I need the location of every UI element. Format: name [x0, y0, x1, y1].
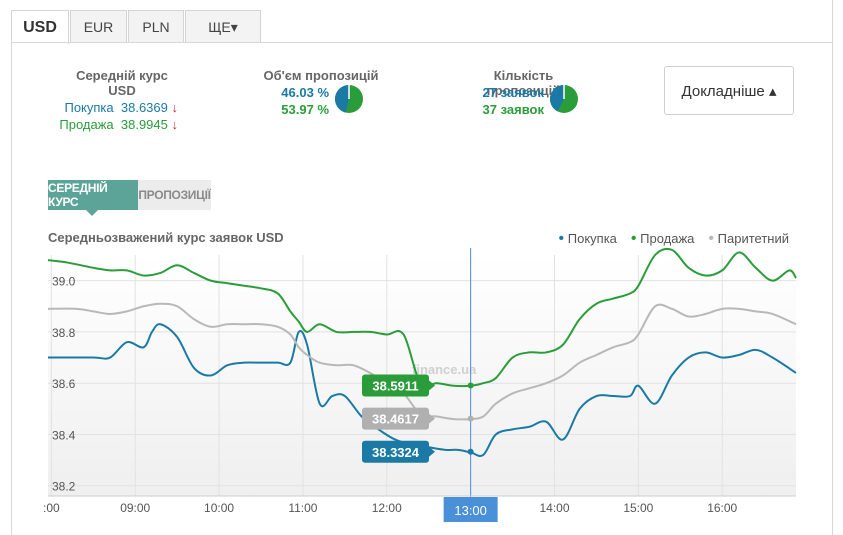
avg-buy-label: Покупка — [64, 100, 114, 115]
avg-sell-value: 38.9945 — [120, 117, 168, 132]
volume-values: 46.03 % 53.97 % — [277, 85, 329, 117]
tab-usd[interactable]: USD — [11, 10, 69, 44]
avg-rate-block: Середній курс USD Покупка 38.6369 ↓ Прод… — [58, 68, 178, 132]
tooltip-value: 38.3324 — [372, 445, 420, 460]
legend-parity[interactable]: • Паритетний — [708, 230, 789, 247]
volume-block: Об'єм пропозицій 46.03 % 53.97 % — [262, 68, 380, 117]
buy-tooltip: 38.3324 — [362, 440, 435, 463]
avg-buy-value: 38.6369 — [120, 100, 168, 115]
legend-parity-label: Паритетний — [717, 231, 789, 246]
count-block: Кількість пропозицій 27 заявок 37 заявок — [456, 68, 591, 117]
down-arrow-icon: ↓ — [171, 100, 179, 115]
watermark-text: finance.ua — [412, 362, 477, 377]
tooltip-box — [362, 407, 429, 430]
volume-pie-icon — [335, 85, 363, 113]
y-tick-label: 38.6 — [52, 377, 76, 391]
tab-pln[interactable]: PLN — [128, 10, 184, 43]
avg-sell-row: Продажа 38.9945 ↓ — [58, 117, 178, 132]
count-pie-icon — [550, 85, 578, 113]
tooltip-box — [362, 374, 429, 397]
legend-buy[interactable]: • Покупка — [558, 230, 617, 247]
x-tick-label: 10:00 — [204, 501, 234, 515]
x-tick-label: 12:00 — [372, 501, 402, 515]
x-tick-label: :00 — [43, 501, 60, 515]
rates-panel — [11, 42, 833, 535]
count-sell: 37 заявок — [482, 102, 544, 117]
volume-buy: 46.03 % — [281, 85, 329, 100]
legend-buy-label: Покупка — [567, 231, 617, 246]
panel-right-border — [832, 0, 833, 42]
tab-eur[interactable]: EUR — [70, 10, 127, 43]
tooltip-pointer — [429, 446, 435, 457]
y-tick-label: 38.4 — [52, 428, 76, 442]
tooltip-box — [362, 440, 429, 463]
y-tick-label: 38.2 — [52, 480, 76, 494]
hover-point — [467, 382, 474, 389]
y-tick-label: 38.8 — [52, 326, 76, 340]
tooltip-pointer — [429, 413, 435, 424]
tab-offers[interactable]: ПРОПОЗИЦІЇ — [138, 180, 211, 210]
tab-more[interactable]: ЩЕ▾ — [185, 10, 261, 43]
x-tick-label: 11:00 — [288, 501, 317, 515]
cursor-time-label: 13:00 — [443, 497, 498, 522]
cursor-label-box — [443, 497, 498, 522]
parity-tooltip: 38.4617 — [362, 407, 435, 430]
legend-sell[interactable]: • Продажа — [630, 230, 695, 247]
hover-point — [467, 448, 474, 455]
tooltip-value: 38.5911 — [372, 378, 418, 393]
hover-point — [467, 415, 474, 422]
volume-sell: 53.97 % — [281, 102, 329, 117]
x-tick-label: 09:00 — [120, 501, 150, 515]
legend-sell-label: Продажа — [640, 231, 695, 246]
tooltip-pointer — [429, 380, 435, 391]
tab-average-rate[interactable]: СЕРЕДНІЙ КУРС — [48, 180, 138, 210]
tooltip-value: 38.4617 — [372, 412, 419, 427]
x-tick-label: 14:00 — [539, 501, 569, 515]
count-title: Кількість пропозицій — [486, 68, 561, 98]
volume-title: Об'єм пропозицій — [263, 68, 379, 83]
chart-title: Середньозважений курс заявок USD — [48, 230, 284, 245]
count-buy: 27 заявок — [482, 85, 544, 100]
down-arrow-icon: ↓ — [171, 117, 179, 132]
avg-buy-row: Покупка 38.6369 ↓ — [58, 100, 178, 115]
count-values: 27 заявок 37 заявок — [476, 85, 544, 117]
active-tab-pointer — [86, 210, 98, 216]
cursor-label-text: 13:00 — [454, 503, 487, 518]
chart-legend: • Покупка • Продажа • Паритетний — [558, 230, 789, 247]
sell-tooltip: 38.5911 — [362, 374, 435, 397]
x-tick-label: 16:00 — [707, 501, 737, 515]
x-tick-label: 15:00 — [623, 501, 653, 515]
avg-sell-label: Продажа — [59, 117, 114, 132]
currency-tabs: USD EUR PLN ЩЕ▾ — [11, 10, 262, 44]
more-details-button[interactable]: Докладніше ▴ — [664, 66, 794, 115]
y-tick-label: 39.0 — [52, 275, 76, 289]
avg-rate-title: Середній курс USD — [76, 68, 168, 98]
